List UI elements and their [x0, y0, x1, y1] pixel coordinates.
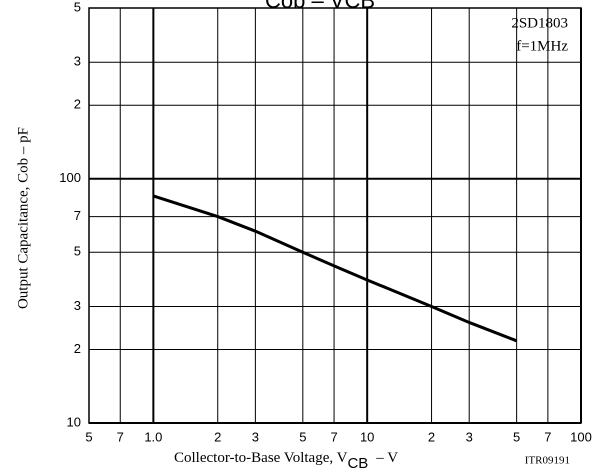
y-tick-label: 3 [74, 298, 81, 313]
y-tick-label: 3 [74, 54, 81, 69]
x-axis-label: Collector-to-Base Voltage, VCB – V [174, 450, 398, 472]
x-tick-label: 7 [544, 429, 551, 444]
x-tick-label: 2 [214, 429, 221, 444]
y-tick-label: 2 [74, 97, 81, 112]
annotation: f=1MHz [516, 38, 568, 54]
x-tick-label: 7 [117, 429, 124, 444]
x-tick-label: 3 [466, 429, 473, 444]
x-label-unit: – V [375, 450, 398, 466]
x-label-text: Collector-to-Base Voltage, V [174, 450, 348, 466]
x-tick-label: 3 [252, 429, 259, 444]
x-tick-label: 5 [85, 429, 92, 444]
x-tick-label: 2 [428, 429, 435, 444]
y-tick-label: 5 [74, 244, 81, 259]
y-tick-label: 5 [74, 0, 81, 14]
chart-title: Cob – VCB [265, 0, 375, 13]
y-tick-label: 10 [67, 414, 81, 429]
annotation: ITR09191 [525, 455, 570, 467]
x-tick-label: 5 [299, 429, 306, 444]
y-axis-label: Output Capacitance, Cob – pF [15, 127, 31, 309]
plot-frame [88, 7, 582, 424]
y-tick-label: 100 [59, 170, 81, 185]
x-tick-label: 5 [513, 429, 520, 444]
annotation: 2SD1803 [511, 15, 568, 31]
x-tick-label: 1.0 [144, 429, 162, 444]
data-line [152, 194, 518, 343]
x-tick-label: 100 [570, 429, 592, 444]
y-tick-label: 2 [74, 341, 81, 356]
x-label-sub: CB [347, 455, 368, 472]
x-tick-label: 10 [360, 429, 374, 444]
x-tick-label: 7 [330, 429, 337, 444]
y-tick-label: 7 [74, 208, 81, 223]
